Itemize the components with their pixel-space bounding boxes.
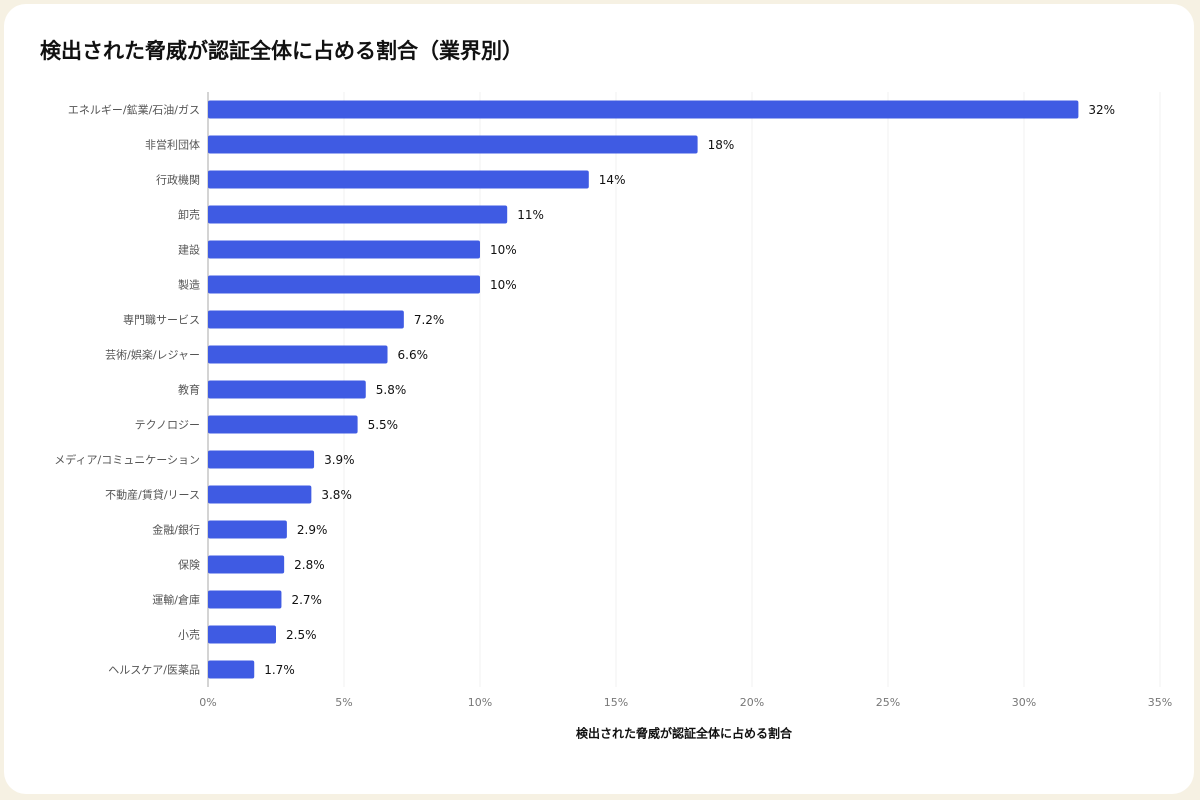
y-tick-label: 教育 (178, 383, 200, 397)
value-label: 1.7% (264, 663, 295, 677)
bar (208, 485, 312, 504)
value-label: 11% (517, 208, 544, 222)
x-tick-label: 35% (1148, 696, 1172, 709)
bar (208, 240, 480, 259)
y-tick-label: 製造 (178, 278, 200, 292)
y-tick-label: メディア/コミュニケーション (54, 453, 200, 467)
bar (208, 170, 589, 189)
value-label: 2.5% (286, 628, 317, 642)
bar (208, 205, 508, 224)
y-tick-label: ヘルスケア/医薬品 (108, 664, 200, 677)
value-label: 6.6% (398, 348, 429, 362)
y-tick-label: 専門職サービス (123, 314, 200, 327)
value-label: 18% (708, 138, 735, 152)
value-label: 2.8% (294, 558, 325, 572)
bar (208, 415, 358, 434)
y-tick-label: 卸売 (178, 208, 200, 222)
bar (208, 520, 287, 539)
y-tick-label: エネルギー/鉱業/石油/ガス (68, 103, 200, 117)
value-label: 32% (1088, 103, 1115, 117)
value-label: 14% (599, 173, 626, 187)
bar (208, 380, 366, 399)
y-tick-label: 行政機関 (156, 173, 200, 187)
value-label: 10% (490, 278, 517, 292)
x-tick-label: 20% (740, 696, 764, 709)
y-tick-label: 不動産/賃貸/リース (105, 488, 200, 502)
value-label: 3.8% (321, 488, 352, 502)
chart-title: 検出された脅威が認証全体に占める割合（業界別） (40, 39, 523, 63)
x-axis-title: 検出された脅威が認証全体に占める割合 (576, 726, 793, 741)
bar (208, 275, 480, 294)
y-tick-label: 非営利団体 (145, 138, 200, 152)
value-label: 5.5% (368, 418, 399, 432)
value-label: 7.2% (414, 313, 445, 327)
x-tick-label: 25% (876, 696, 900, 709)
x-tick-label: 0% (199, 696, 216, 709)
bar (208, 310, 404, 329)
y-tick-label: 建設 (178, 243, 200, 257)
y-tick-label: 保険 (178, 558, 200, 572)
x-tick-label: 5% (335, 696, 352, 709)
bar (208, 590, 282, 609)
bar (208, 100, 1079, 119)
value-label: 2.7% (291, 593, 322, 607)
value-label: 2.9% (297, 523, 328, 537)
bar (208, 625, 276, 644)
bar (208, 660, 255, 679)
x-tick-label: 10% (468, 696, 492, 709)
y-tick-label: テクノロジー (135, 419, 200, 432)
y-tick-label: 運輸/倉庫 (152, 593, 200, 607)
value-label: 3.9% (324, 453, 355, 467)
y-tick-label: 小売 (178, 629, 200, 642)
x-tick-label: 30% (1012, 696, 1036, 709)
bar (208, 135, 698, 154)
y-tick-label: 芸術/娯楽/レジャー (105, 348, 200, 362)
bar (208, 345, 388, 364)
value-label: 5.8% (376, 383, 407, 397)
bar (208, 555, 285, 574)
value-label: 10% (490, 243, 517, 257)
y-tick-label: 金融/銀行 (152, 523, 200, 537)
x-tick-label: 15% (604, 696, 628, 709)
bar (208, 450, 315, 469)
